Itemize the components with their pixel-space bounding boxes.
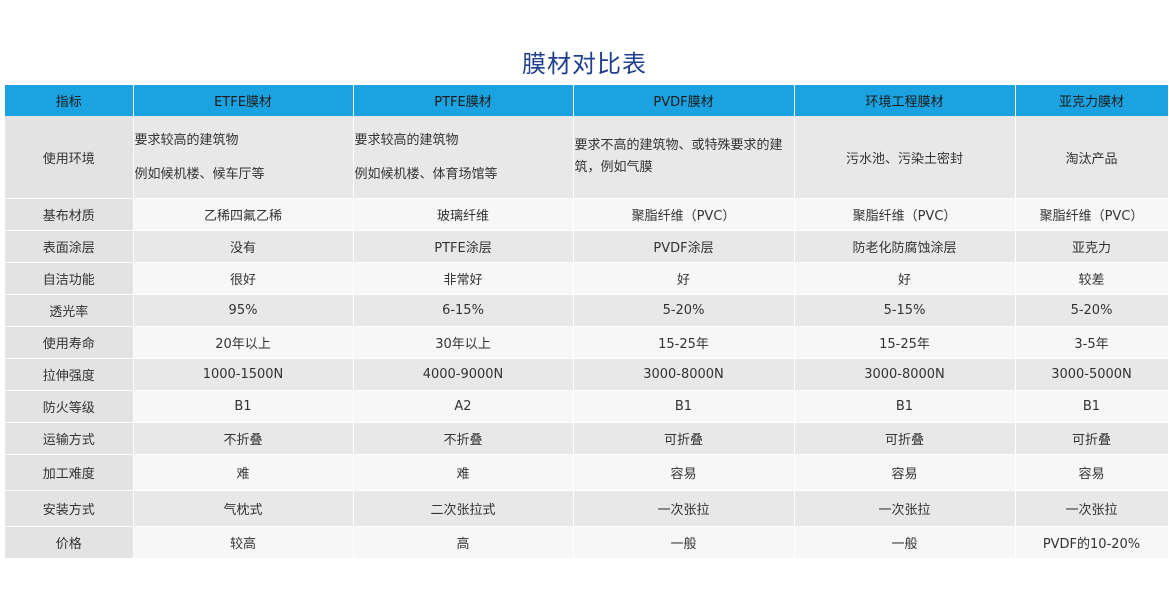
cell-ptfe: 要求较高的建筑物 例如候机楼、体育场馆等 [353, 116, 574, 199]
cell-etfe: 95% [133, 294, 354, 327]
header-ptfe: PTFE膜材 [353, 85, 574, 116]
cell-acrylic: 3000-5000N [1015, 358, 1169, 391]
row-label: 使用寿命 [5, 326, 134, 359]
cell-ptfe: 非常好 [353, 262, 574, 295]
row-label: 防火等级 [5, 390, 134, 423]
table-row: 自洁功能 很好 非常好好好较差 [5, 262, 1169, 295]
cell-pvdf: 一般 [573, 526, 795, 559]
cell-acrylic: 可折叠 [1015, 422, 1169, 455]
table-row: 透光率 95% 6-15% 5-20% 5-15% 5-20% [5, 294, 1169, 327]
table-row: 安装方式 气枕式 二次张拉式 一次张拉 一次张拉 一次张拉 [5, 490, 1169, 527]
cell-etfe: 很好 [133, 262, 354, 295]
row-label: 运输方式 [5, 422, 134, 455]
cell-etfe: 1000-1500N [133, 358, 354, 391]
cell-acrylic: 3-5年 [1015, 326, 1169, 359]
header-pvdf: PVDF膜材 [573, 85, 795, 116]
cell-acrylic: 聚脂纤维（PVC） [1015, 198, 1169, 231]
cell-line: 要求较高的建筑物 [134, 133, 239, 148]
cell-acrylic: 一次张拉 [1015, 490, 1169, 527]
cell-environmental: 好 [794, 262, 1016, 295]
cell-acrylic: 淘汰产品 [1015, 116, 1169, 199]
cell-environmental: 15-25年 [794, 326, 1016, 359]
cell-pvdf: 好 [573, 262, 795, 295]
cell-environmental: B1 [794, 390, 1016, 423]
cell-environmental: 污水池、污染土密封 [794, 116, 1016, 199]
cell-acrylic: 亚克力 [1015, 230, 1169, 263]
cell-line: 例如候机楼、体育场馆等 [354, 167, 498, 182]
cell-pvdf: B1 [573, 390, 795, 423]
row-label: 基布材质 [5, 198, 134, 231]
cell-ptfe: 6-15% [353, 294, 574, 327]
cell-etfe: 乙稀四氟乙稀 [133, 198, 354, 231]
cell-etfe: 要求较高的建筑物 例如候机楼、候车厅等 [133, 116, 354, 199]
cell-environmental: 5-15% [794, 294, 1016, 327]
table-header-row: 指标 ETFE膜材 PTFE膜材 PVDF膜材 环境工程膜材 亚克力膜材 [5, 85, 1169, 116]
row-label: 自洁功能 [5, 262, 134, 295]
cell-etfe: 较高 [133, 526, 354, 559]
cell-pvdf: 5-20% [573, 294, 795, 327]
cell-ptfe: PTFE涂层 [353, 230, 574, 263]
cell-line: 要求较高的建筑物 [354, 133, 459, 148]
row-label: 拉伸强度 [5, 358, 134, 391]
table-row: 拉伸强度 1000-1500N 4000-9000N 3000-8000N 3000-8… [5, 358, 1169, 391]
table-row: 表面涂层 没有 PTFE涂层 PVDF涂层 防老化防腐蚀涂层 亚克力 [5, 230, 1169, 263]
header-etfe: ETFE膜材 [133, 85, 354, 116]
cell-ptfe: 不折叠 [353, 422, 574, 455]
cell-pvdf: 3000-8000N [573, 358, 795, 391]
cell-environmental: 聚脂纤维（PVC） [794, 198, 1016, 231]
cell-acrylic: PVDF的10-20% [1015, 526, 1169, 559]
table-row: 使用寿命 20年以上 30年以上 15-25年 15-25年 3-5年 [5, 326, 1169, 359]
cell-etfe: 20年以上 [133, 326, 354, 359]
cell-ptfe: 高 [353, 526, 574, 559]
table-row: 运输方式 不折叠 不折叠 可折叠 可折叠 可折叠 [5, 422, 1169, 455]
cell-pvdf: 容易 [573, 454, 795, 491]
membrane-comparison-table: 指标 ETFE膜材 PTFE膜材 PVDF膜材 环境工程膜材 亚克力膜材 使用环… [5, 85, 1169, 559]
cell-ptfe: 玻璃纤维 [353, 198, 574, 231]
cell-line: 例如候机楼、候车厅等 [134, 167, 265, 182]
table-row-environment: 使用环境 要求较高的建筑物 例如候机楼、候车厅等 要求较高的建筑物 例如候机楼、… [5, 116, 1169, 199]
row-label: 透光率 [5, 294, 134, 327]
cell-pvdf: PVDF涂层 [573, 230, 795, 263]
cell-environmental: 可折叠 [794, 422, 1016, 455]
cell-etfe: 不折叠 [133, 422, 354, 455]
row-label: 安装方式 [5, 490, 134, 527]
table-row: 防火等级 B1 A2 B1 B1 B1 [5, 390, 1169, 423]
cell-etfe: 没有 [133, 230, 354, 263]
cell-acrylic: 容易 [1015, 454, 1169, 491]
cell-pvdf: 一次张拉 [573, 490, 795, 527]
cell-etfe: 难 [133, 454, 354, 491]
cell-pvdf: 可折叠 [573, 422, 795, 455]
cell-environmental: 防老化防腐蚀涂层 [794, 230, 1016, 263]
cell-ptfe: 30年以上 [353, 326, 574, 359]
header-acrylic: 亚克力膜材 [1015, 85, 1169, 116]
page-title: 膜材对比表 [522, 50, 647, 78]
cell-acrylic: 5-20% [1015, 294, 1169, 327]
header-environmental: 环境工程膜材 [794, 85, 1016, 116]
cell-etfe: B1 [133, 390, 354, 423]
row-label: 价格 [5, 526, 134, 559]
table-row: 基布材质 乙稀四氟乙稀 玻璃纤维 聚脂纤维（PVC） 聚脂纤维（PVC） 聚脂纤维（PVC… [5, 198, 1169, 231]
row-label: 加工难度 [5, 454, 134, 491]
cell-pvdf: 聚脂纤维（PVC） [573, 198, 795, 231]
cell-ptfe: 难 [353, 454, 574, 491]
cell-ptfe: 二次张拉式 [353, 490, 574, 527]
cell-pvdf: 要求不高的建筑物、或特殊要求的建 筑，例如气膜 [573, 116, 795, 199]
cell-etfe: 气枕式 [133, 490, 354, 527]
row-label: 表面涂层 [5, 230, 134, 263]
cell-environmental: 容易 [794, 454, 1016, 491]
cell-pvdf: 15-25年 [573, 326, 795, 359]
cell-ptfe: 4000-9000N [353, 358, 574, 391]
cell-acrylic: 较差 [1015, 262, 1169, 295]
cell-line: 要求不高的建筑物、或特殊要求的建 [574, 138, 783, 153]
cell-environmental: 一次张拉 [794, 490, 1016, 527]
cell-line: 筑，例如气膜 [574, 160, 653, 175]
cell-acrylic: B1 [1015, 390, 1169, 423]
cell-environmental: 一般 [794, 526, 1016, 559]
table-row: 价格 较高高一般 一般 PVDF的10-20% [5, 526, 1169, 559]
row-label: 使用环境 [5, 116, 134, 199]
header-indicator: 指标 [5, 85, 134, 116]
cell-ptfe: A2 [353, 390, 574, 423]
cell-environmental: 3000-8000N [794, 358, 1016, 391]
table-row: 加工难度难难容易 容易 容易 [5, 454, 1169, 491]
